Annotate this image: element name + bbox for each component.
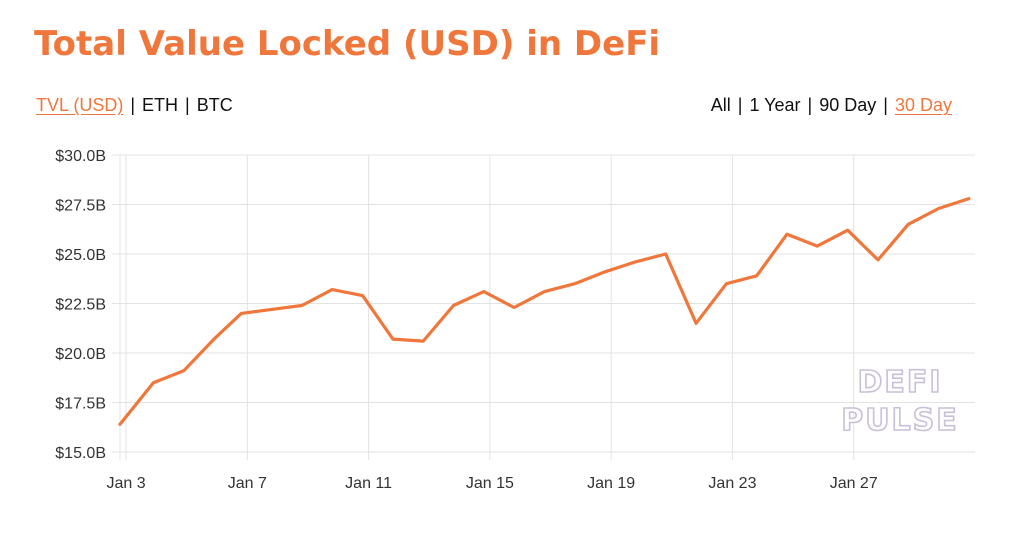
x-tick-label: Jan 11 [345,475,392,492]
y-tick-label: $17.5B [55,396,106,413]
separator: | [883,95,888,115]
watermark-line-2: PULSE [841,403,959,438]
x-tick-label: Jan 3 [106,475,145,492]
range-toggle: All | 1 Year | 90 Day | 30 Day [711,95,952,116]
separator: | [130,95,136,115]
y-tick-label: $15.0B [55,445,106,462]
y-tick-label: $27.5B [55,198,106,215]
range-option-90-day[interactable]: 90 Day [819,95,877,115]
range-option-all[interactable]: All [710,95,731,115]
separator: | [737,95,743,115]
y-tick-label: $25.0B [55,247,106,264]
range-option-30-day[interactable]: 30 Day [894,95,952,115]
metric-option-tvl-usd[interactable]: TVL (USD) [36,95,124,115]
watermark-line-1: DEFI [857,365,942,400]
range-option-1-year[interactable]: 1 Year [749,95,801,115]
y-tick-label: $30.0B [55,148,106,165]
x-tick-label: Jan 23 [708,475,756,492]
x-tick-label: Jan 7 [228,475,267,492]
metric-option-eth[interactable]: ETH [142,95,179,115]
defi-pulse-watermark: DEFI PULSE [840,364,959,439]
y-tick-label: $22.5B [55,297,106,314]
y-tick-label: $20.0B [55,346,106,363]
metric-toggle: TVL (USD) | ETH | BTC [36,95,233,116]
x-tick-label: Jan 19 [587,475,635,492]
separator: | [185,95,190,115]
separator: | [807,95,813,115]
metric-option-btc[interactable]: BTC [196,95,233,115]
chart-title: Total Value Locked (USD) in DeFi [34,24,661,64]
tvl-series-line [118,197,971,426]
series-layer [118,197,971,426]
x-tick-label: Jan 27 [830,475,878,492]
grid-layer [112,154,975,460]
axis-layer: $15.0B $17.5B $20.0B $22.5B $25.0B $27.5B $30.… [55,148,878,492]
x-tick-label: Jan 15 [466,475,514,492]
